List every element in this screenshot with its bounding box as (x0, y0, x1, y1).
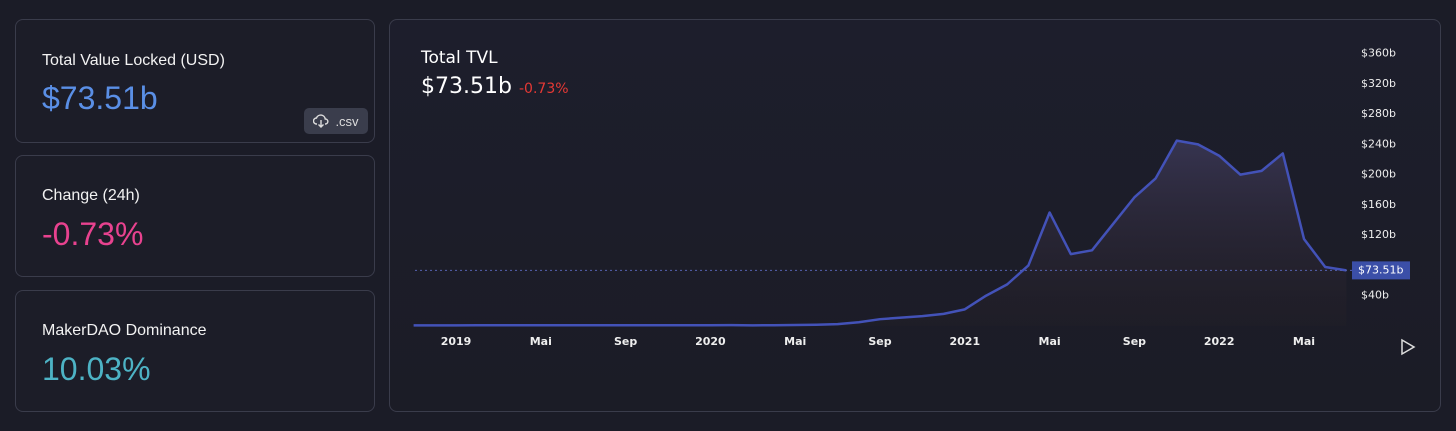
chart-title: Total TVL (420, 48, 498, 68)
card-value: 10.03% (42, 351, 151, 387)
y-tick-label: $40b (1361, 289, 1389, 302)
card-value: -0.73% (42, 216, 144, 252)
x-tick-label: 2021 (949, 335, 980, 348)
card-label: MakerDAO Dominance (42, 322, 207, 339)
download-icon (313, 114, 329, 128)
area (413, 140, 1347, 326)
chart-panel: Total TVL $73.51b -0.73% $40b $120b $160b $… (389, 19, 1441, 412)
x-tick-label: Sep (1123, 335, 1146, 348)
change-card: Change (24h) -0.73% (15, 155, 375, 277)
csv-button[interactable]: .csv (304, 108, 368, 134)
line (413, 139, 1347, 327)
current-badge (1352, 261, 1410, 280)
x-tick-label: 2019 (441, 335, 472, 348)
x-tick-label: Mai (1039, 335, 1061, 348)
chart: Total TVL $73.51b -0.73% $40b $120b $160b $… (413, 47, 1416, 356)
x-tick-label: 2022 (1204, 335, 1235, 348)
tvl-card: Total Value Locked (USD) $73.51b .csv (15, 19, 375, 143)
play-button[interactable] (1401, 338, 1416, 356)
y-tick-label: $320b (1361, 77, 1396, 90)
x-tick-label: Sep (868, 335, 891, 348)
x-tick-label: Mai (1293, 335, 1315, 348)
x-tick-label: Mai (784, 335, 806, 348)
card-label: Change (24h) (42, 187, 140, 204)
headline: $73.51b (421, 74, 512, 99)
dominance-card: MakerDAO Dominance 10.03% (15, 290, 375, 412)
card-label: Total Value Locked (USD) (42, 52, 225, 69)
card-value: $73.51b (42, 80, 158, 116)
y-tick-label: $200b (1361, 168, 1396, 181)
change: -0.73% (519, 81, 569, 97)
x-tick-label: 2020 (695, 335, 726, 348)
x-tick-label: Sep (614, 335, 637, 348)
y-tick-label: $360b (1361, 47, 1396, 60)
csv-label: .csv (335, 113, 359, 129)
y-tick-label: $240b (1361, 137, 1396, 150)
y-tick-label: $280b (1361, 107, 1396, 120)
x-tick-label: Mai (530, 335, 552, 348)
y-tick-label: $160b (1361, 198, 1396, 211)
y-tick-label: $120b (1361, 228, 1396, 241)
current-label: $73.51b (1358, 263, 1403, 276)
